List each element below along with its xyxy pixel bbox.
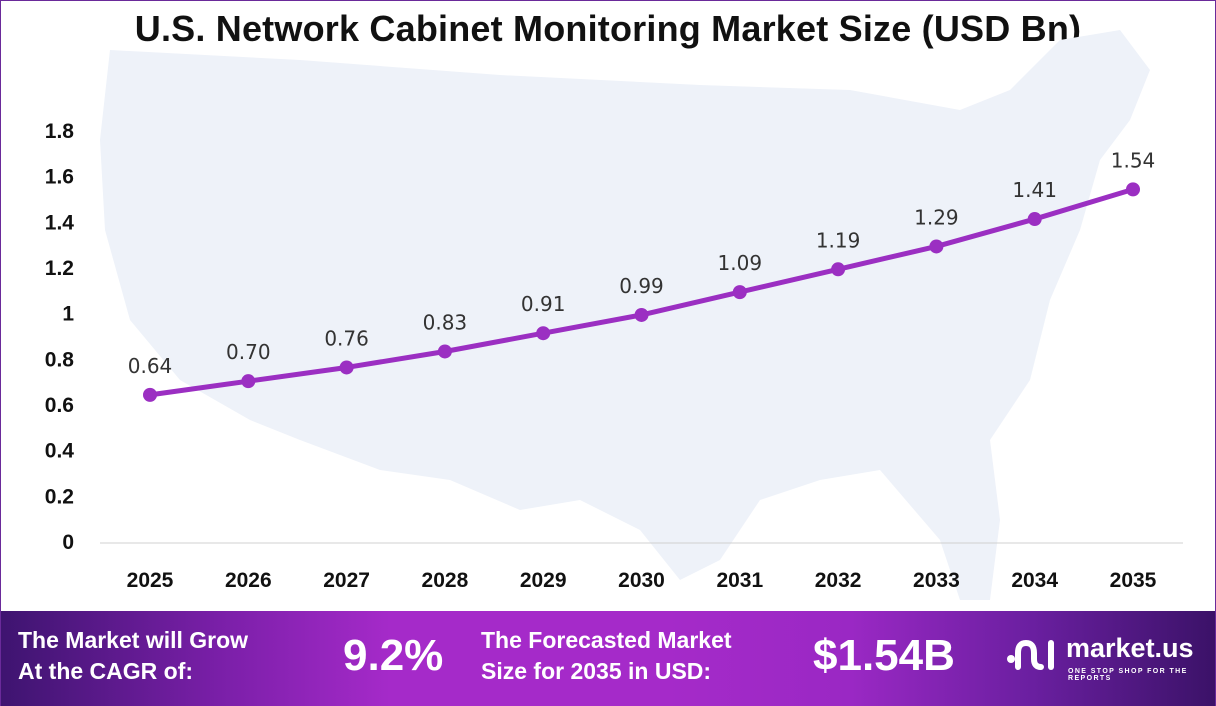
data-label: 1.29 xyxy=(914,205,959,229)
data-label: 0.70 xyxy=(226,340,271,364)
data-point xyxy=(1027,212,1042,227)
chart-title: U.S. Network Cabinet Monitoring Market S… xyxy=(134,8,1082,49)
data-label: 1.54 xyxy=(1111,148,1156,172)
y-tick-label: 1 xyxy=(62,303,74,326)
line-chart: 0 0.2 0.4 0.6 0.8 1 1.2 1.4 1.6 1.8 2025 2026 2027 2… xyxy=(45,30,1183,600)
y-tick-label: 0 xyxy=(62,531,74,554)
x-tick-label: 2033 xyxy=(913,569,960,592)
y-tick-label: 0.6 xyxy=(45,394,74,417)
cagr-label-line-2: At the CAGR of: xyxy=(18,658,194,684)
data-point xyxy=(437,344,452,359)
logo-tagline: ONE STOP SHOP FOR THE REPORTS xyxy=(1068,668,1188,682)
y-tick-label: 1.8 xyxy=(45,120,75,143)
forecast-label-line-1: The Forecasted Market xyxy=(481,627,732,653)
data-label: 0.64 xyxy=(128,354,173,378)
cagr-value: 9.2% xyxy=(343,631,444,680)
data-point xyxy=(634,307,649,322)
y-tick-label: 1.6 xyxy=(45,166,74,189)
cagr-label: The Market will Grow At the CAGR of: xyxy=(18,625,248,687)
x-tick-label: 2029 xyxy=(520,569,567,592)
cagr-label-line-1: The Market will Grow xyxy=(18,627,249,653)
data-label: 0.91 xyxy=(521,292,566,316)
x-tick-label: 2028 xyxy=(422,569,469,592)
data-label: 0.99 xyxy=(619,274,664,298)
x-tick-label: 2030 xyxy=(618,569,665,592)
x-tick-label: 2032 xyxy=(815,569,862,592)
data-label: 1.19 xyxy=(816,228,861,252)
data-point xyxy=(929,239,944,254)
data-point xyxy=(241,374,256,389)
x-tick-label: 2031 xyxy=(716,569,763,592)
x-tick-label: 2026 xyxy=(225,569,272,592)
y-tick-label: 0.8 xyxy=(45,348,75,371)
y-tick-label: 0.4 xyxy=(45,440,75,463)
data-point xyxy=(143,387,157,402)
y-tick-label: 1.2 xyxy=(45,257,74,280)
forecast-label: The Forecasted Market Size for 2035 in U… xyxy=(481,625,732,687)
data-point xyxy=(831,262,846,277)
x-tick-label: 2027 xyxy=(323,569,370,592)
data-point xyxy=(1126,182,1140,197)
data-point xyxy=(536,326,551,341)
data-point xyxy=(732,285,747,300)
y-tick-label: 0.2 xyxy=(45,485,74,508)
data-label: 1.09 xyxy=(718,251,763,275)
data-label: 0.83 xyxy=(423,310,468,334)
data-label: 0.76 xyxy=(324,326,369,350)
x-tick-label: 2034 xyxy=(1011,569,1058,592)
forecast-value: $1.54B xyxy=(813,631,955,680)
logo-name: market.us xyxy=(1066,633,1194,663)
data-point xyxy=(339,360,354,375)
y-tick-label: 1.4 xyxy=(45,211,75,234)
footer-banner: The Market will Grow At the CAGR of: 9.2… xyxy=(1,611,1215,706)
data-label: 1.41 xyxy=(1012,178,1057,202)
us-map-background xyxy=(100,30,1150,600)
market-us-logo-icon xyxy=(1007,639,1054,670)
forecast-label-line-2: Size for 2035 in USD: xyxy=(481,658,712,684)
x-tick-label: 2035 xyxy=(1110,569,1157,592)
x-tick-label: 2025 xyxy=(127,569,174,592)
